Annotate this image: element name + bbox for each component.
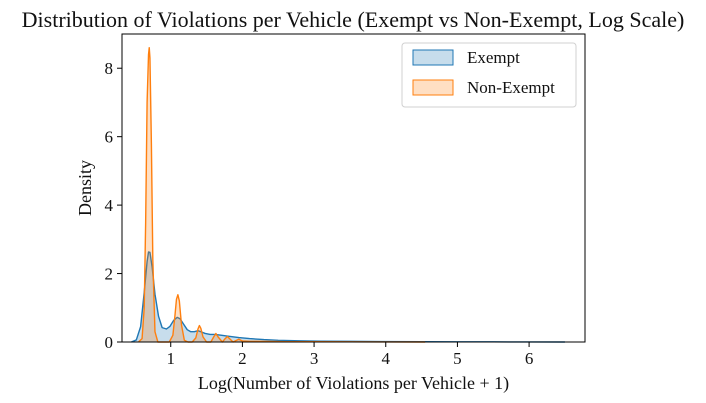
y-tick-label: 2 bbox=[105, 265, 114, 284]
y-tick-label: 4 bbox=[105, 196, 114, 215]
chart-title: Distribution of Violations per Vehicle (… bbox=[22, 7, 685, 32]
legend: Exempt Non-Exempt bbox=[401, 42, 577, 108]
legend-label-exempt: Exempt bbox=[467, 48, 520, 67]
legend-label-non-exempt: Non-Exempt bbox=[467, 78, 555, 97]
x-tick-label: 2 bbox=[238, 349, 247, 368]
x-axis-label: Log(Number of Violations per Vehicle + 1… bbox=[198, 373, 509, 394]
axes-frame bbox=[121, 33, 586, 343]
legend-swatch-exempt bbox=[412, 49, 454, 66]
y-axis-label: Density bbox=[75, 160, 95, 216]
legend-swatch-non-exempt bbox=[412, 79, 454, 96]
x-tick-label: 3 bbox=[310, 349, 319, 368]
y-tick-label: 6 bbox=[105, 128, 114, 147]
density-line-non-exempt bbox=[137, 46, 426, 343]
x-tick-label: 4 bbox=[382, 349, 391, 368]
x-tick-label: 6 bbox=[525, 349, 534, 368]
y-tick-label: 0 bbox=[105, 333, 114, 352]
y-tick-label: 8 bbox=[105, 59, 114, 78]
axis-ticks: 1 2 3 4 5 6 0 2 4 6 8 bbox=[105, 59, 534, 368]
legend-box bbox=[401, 42, 577, 108]
x-tick-label: 1 bbox=[166, 349, 175, 368]
density-area-exempt bbox=[131, 252, 565, 342]
x-tick-label: 5 bbox=[453, 349, 462, 368]
plot-area bbox=[131, 46, 565, 343]
